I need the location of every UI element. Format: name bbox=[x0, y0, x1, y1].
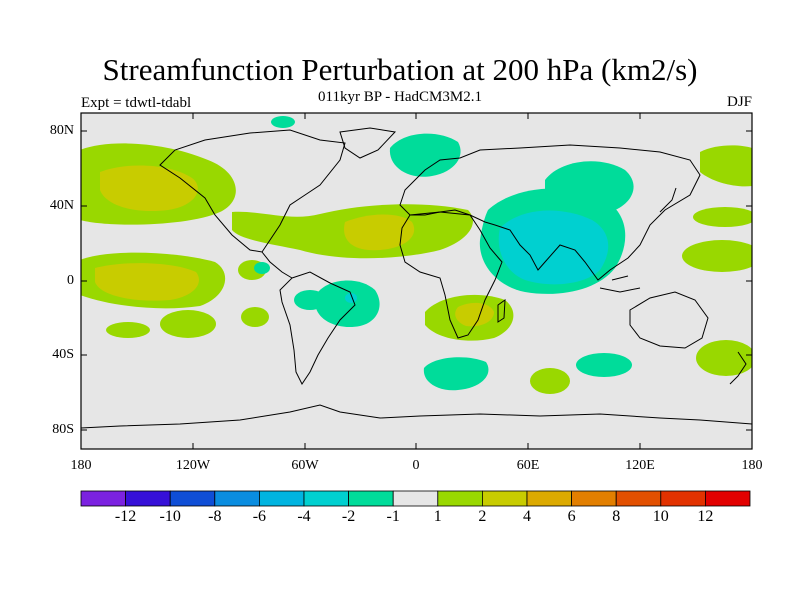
contour-central-asia bbox=[545, 161, 634, 214]
lon-tick-label: 60W bbox=[291, 458, 319, 473]
colorbar-swatch bbox=[437, 490, 483, 507]
colorbar-swatch bbox=[348, 490, 394, 507]
contour-n-pacific-core bbox=[100, 165, 198, 212]
contour-n-atlantic-core bbox=[344, 214, 415, 251]
map-subtitle: 011kyr BP - HadCM3M2.1 bbox=[318, 89, 482, 105]
lon-tick-label: 60E bbox=[516, 458, 540, 473]
coastline-eurasia bbox=[399, 144, 701, 281]
map-plot-area bbox=[81, 113, 752, 449]
axis-ticks bbox=[81, 113, 752, 449]
colorbar-swatch bbox=[80, 490, 126, 507]
contour-w-pacific bbox=[682, 240, 752, 272]
lon-tick-label: 180 bbox=[70, 458, 92, 473]
colorbar-swatch bbox=[258, 490, 305, 507]
colorbar-swatch bbox=[125, 490, 171, 507]
lat-tick-label: 40N bbox=[49, 198, 74, 213]
contour-se-pacific bbox=[294, 290, 326, 310]
coastline-north-america bbox=[159, 129, 346, 253]
lon-tick-label: 120E bbox=[625, 458, 655, 473]
coastlines bbox=[81, 127, 752, 429]
contour-east-pacific-small bbox=[241, 307, 269, 327]
contour-s-africa-core bbox=[455, 302, 494, 327]
colorbar-label: 4 bbox=[523, 508, 531, 525]
lat-tick-label: 40S bbox=[52, 347, 74, 362]
colorbar-swatch bbox=[481, 490, 528, 507]
coastline-japan bbox=[659, 187, 677, 213]
coastline-madagascar bbox=[497, 298, 506, 323]
lon-tick-label: 0 bbox=[412, 458, 420, 473]
coastline-indonesia bbox=[599, 275, 641, 293]
colorbar-swatch bbox=[615, 490, 662, 507]
lat-tick-label: 80N bbox=[49, 123, 74, 138]
colorbar-swatch bbox=[660, 490, 706, 507]
coastline-greenland bbox=[339, 127, 397, 159]
lon-tick-label: 180 bbox=[741, 458, 763, 473]
colorbar-swatch bbox=[169, 490, 216, 507]
coastline-central-america bbox=[261, 251, 293, 279]
colorbar-label: -6 bbox=[252, 508, 267, 525]
contour-arctic-pacific bbox=[700, 145, 752, 187]
colorbar-swatch bbox=[705, 490, 751, 507]
positive-anomaly-contours bbox=[81, 143, 752, 394]
contour-arctic bbox=[271, 116, 295, 128]
colorbar-label: 8 bbox=[612, 508, 621, 525]
colorbar bbox=[80, 490, 751, 507]
contour-tropical-pacific-core bbox=[95, 263, 199, 301]
colorbar-label: -10 bbox=[159, 508, 181, 525]
colorbar-swatch bbox=[214, 490, 260, 507]
colorbar-label: 1 bbox=[433, 508, 442, 525]
contour-s-pacific-east bbox=[696, 340, 752, 376]
colorbar-swatch bbox=[571, 490, 617, 507]
contour-gulf-mexico bbox=[254, 262, 270, 274]
map-title: Streamfunction Perturbation at 200 hPa (… bbox=[102, 52, 698, 87]
colorbar-swatch bbox=[303, 490, 349, 507]
lat-tick-label: 80S bbox=[52, 422, 74, 437]
colorbar-label: 10 bbox=[652, 508, 669, 525]
coastline-antarctica bbox=[81, 404, 752, 429]
colorbar-label: -8 bbox=[208, 508, 222, 525]
colorbar-label: 2 bbox=[478, 508, 487, 525]
contour-n-eurasia bbox=[389, 133, 461, 177]
contour-nw-pacific bbox=[693, 207, 752, 227]
coastline-south-america bbox=[279, 271, 356, 385]
colorbar-label: 12 bbox=[697, 508, 714, 525]
contour-south-pacific-west bbox=[106, 322, 150, 338]
colorbar-label: -2 bbox=[341, 508, 356, 525]
contour-central-pacific bbox=[160, 310, 216, 338]
lon-tick-label: 120W bbox=[175, 458, 211, 473]
colorbar-swatch bbox=[392, 490, 439, 507]
season-label: DJF bbox=[726, 94, 752, 110]
contour-sw-indian bbox=[423, 357, 489, 391]
colorbar-label: -12 bbox=[114, 508, 137, 525]
contour-s-indian bbox=[530, 368, 570, 394]
coastline-africa bbox=[399, 211, 503, 339]
colorbar-label: -4 bbox=[297, 508, 311, 525]
colorbar-label: 6 bbox=[567, 508, 576, 525]
experiment-label: Expt = tdwtl-tdabl bbox=[81, 95, 192, 111]
coastline-australia bbox=[629, 291, 709, 349]
colorbar-swatch bbox=[526, 490, 572, 507]
contour-south-indian bbox=[576, 353, 632, 377]
colorbar-label: -1 bbox=[386, 508, 400, 525]
lat-tick-label: 0 bbox=[67, 273, 74, 288]
coastline-new-zealand bbox=[729, 351, 747, 385]
contour-s-atlantic bbox=[316, 280, 380, 328]
contour-s-atlantic-core bbox=[345, 293, 357, 303]
contour-asia-monsoon-core bbox=[498, 210, 609, 285]
